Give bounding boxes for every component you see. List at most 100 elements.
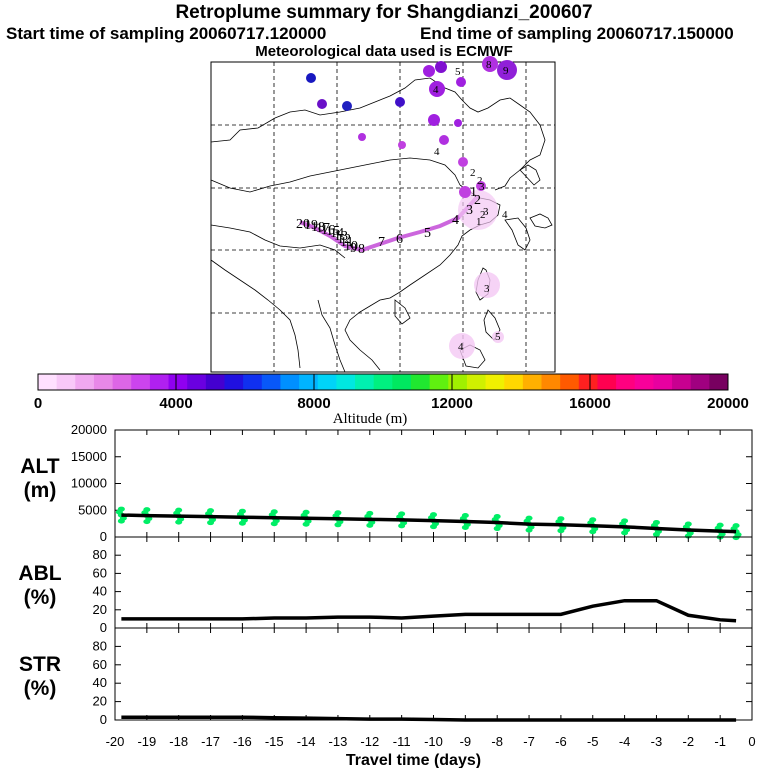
y-tick-label: 5000 bbox=[78, 502, 107, 517]
particle-dot bbox=[652, 531, 660, 537]
particle-dot bbox=[270, 521, 278, 527]
x-tick-label: -14 bbox=[297, 734, 316, 749]
colorbar-cell bbox=[634, 374, 654, 390]
track-label: 20 bbox=[296, 217, 310, 232]
track-label: 17 bbox=[316, 221, 330, 236]
track-label: 1 bbox=[470, 185, 477, 200]
x-axis: -20 -19 -18 -17 -16 -15 -14 -13 -12 -11 -10 -9 -8 -7-… bbox=[106, 734, 756, 768]
series-line bbox=[121, 513, 737, 534]
particle-dot bbox=[175, 519, 183, 525]
x-tick-label: -11 bbox=[393, 734, 411, 749]
particle-dot bbox=[493, 526, 501, 532]
colorbar-cell bbox=[56, 374, 76, 390]
x-axis-label: Travel time (days) bbox=[346, 752, 481, 768]
colorbar-cell bbox=[93, 374, 114, 390]
cluster-label: 3 bbox=[484, 283, 490, 295]
x-tick-label: -17 bbox=[201, 734, 220, 749]
y-tick-label: 20 bbox=[93, 602, 107, 617]
cluster-dot bbox=[423, 65, 435, 77]
colorbar-cell bbox=[578, 374, 598, 390]
trajectory-track bbox=[299, 190, 504, 359]
map-frame bbox=[210, 61, 556, 373]
colorbar-cell bbox=[38, 374, 58, 390]
colorbar-cell bbox=[112, 374, 132, 390]
x-tick-label: -2 bbox=[683, 734, 695, 749]
colorbar-tick-label: 0 bbox=[34, 395, 42, 412]
colorbar-tick-label: 12000 bbox=[431, 395, 473, 412]
panel-ylabel: (%) bbox=[24, 677, 57, 700]
colorbar-cell bbox=[373, 374, 393, 390]
colorbar-cell bbox=[392, 374, 412, 390]
colorbar-cell bbox=[597, 374, 617, 390]
series-line bbox=[121, 715, 737, 722]
particle-dot bbox=[557, 528, 565, 534]
particle-dot bbox=[589, 529, 597, 535]
y-tick-label: 0 bbox=[100, 620, 107, 635]
track-label: 19 bbox=[304, 218, 318, 233]
colorbar-cell bbox=[690, 374, 710, 390]
panel-ylabel: ABL bbox=[18, 562, 61, 585]
colorbar-cell bbox=[261, 374, 281, 390]
cluster-dot bbox=[429, 81, 445, 97]
x-tick-label: -12 bbox=[360, 734, 379, 749]
particle-dot bbox=[207, 520, 215, 526]
panel-ylabel: (m) bbox=[24, 479, 57, 502]
track-label: 12 bbox=[337, 232, 351, 247]
y-tick-label: 60 bbox=[93, 657, 107, 672]
colorbar-cell bbox=[75, 374, 95, 390]
colorbar-cell bbox=[485, 374, 505, 390]
cluster-label: 3 bbox=[483, 206, 489, 218]
x-tick-label: -18 bbox=[169, 734, 188, 749]
colorbar-cell bbox=[616, 374, 636, 390]
colorbar-cell bbox=[299, 374, 319, 390]
track-label: 18 bbox=[311, 220, 325, 235]
panel-frame bbox=[114, 536, 753, 629]
particle-dot bbox=[398, 523, 406, 529]
cluster-dot bbox=[395, 97, 405, 107]
colorbar-cell bbox=[410, 374, 431, 390]
colorbar-cell bbox=[504, 374, 524, 390]
cluster-label: 1 bbox=[476, 216, 482, 228]
colorbar-cell bbox=[131, 374, 151, 390]
panel-alt: 0 5000 10000 15000 20000 ALT(m) bbox=[20, 422, 753, 544]
cluster-dot bbox=[456, 77, 466, 87]
track-label: 10 bbox=[344, 239, 358, 254]
colorbar-cell bbox=[355, 374, 375, 390]
altitude-colorbar: 0 4000 8000 12000 16000 20000 Altitude (m) bbox=[34, 373, 749, 427]
colorbar-tick-label: 16000 bbox=[569, 395, 611, 412]
colorbar-cell bbox=[280, 374, 300, 390]
colorbar-cell bbox=[709, 374, 729, 390]
cluster-dot bbox=[358, 133, 366, 141]
particle-dot bbox=[430, 524, 437, 530]
cluster-dot bbox=[317, 99, 327, 109]
cluster-dot bbox=[306, 73, 316, 83]
track-label: 15 bbox=[326, 224, 340, 239]
y-tick-label: 0 bbox=[100, 712, 107, 727]
track-label: 2 bbox=[474, 193, 481, 208]
colorbar-cell bbox=[560, 374, 580, 390]
x-tick-label: -19 bbox=[137, 734, 156, 749]
y-tick-label: 20000 bbox=[71, 422, 107, 437]
x-tick-label: -4 bbox=[619, 734, 631, 749]
particle-dot bbox=[238, 520, 246, 526]
particle-dot bbox=[143, 519, 151, 525]
plume-blob bbox=[474, 272, 500, 298]
y-tick-label: 15000 bbox=[71, 449, 107, 464]
cluster-dot bbox=[476, 181, 486, 191]
y-tick-label: 80 bbox=[93, 547, 107, 562]
colorbar-cell bbox=[168, 374, 188, 390]
x-tick-label: 0 bbox=[748, 734, 755, 749]
y-tick-label: 0 bbox=[100, 529, 107, 544]
start-time: Start time of sampling 20060717.120000 bbox=[6, 24, 327, 43]
plume-blob bbox=[449, 333, 475, 359]
particle-dot bbox=[334, 522, 342, 528]
track-label: 4 bbox=[452, 213, 459, 228]
particle-dot bbox=[732, 535, 740, 541]
map-coastlines bbox=[210, 77, 553, 373]
cluster-label: 4 bbox=[434, 146, 440, 158]
end-time: End time of sampling 20060717.150000 bbox=[420, 24, 734, 43]
panel-frame bbox=[114, 627, 753, 721]
cluster-label: 5 bbox=[455, 66, 461, 78]
cluster-label: 4 bbox=[502, 209, 508, 221]
